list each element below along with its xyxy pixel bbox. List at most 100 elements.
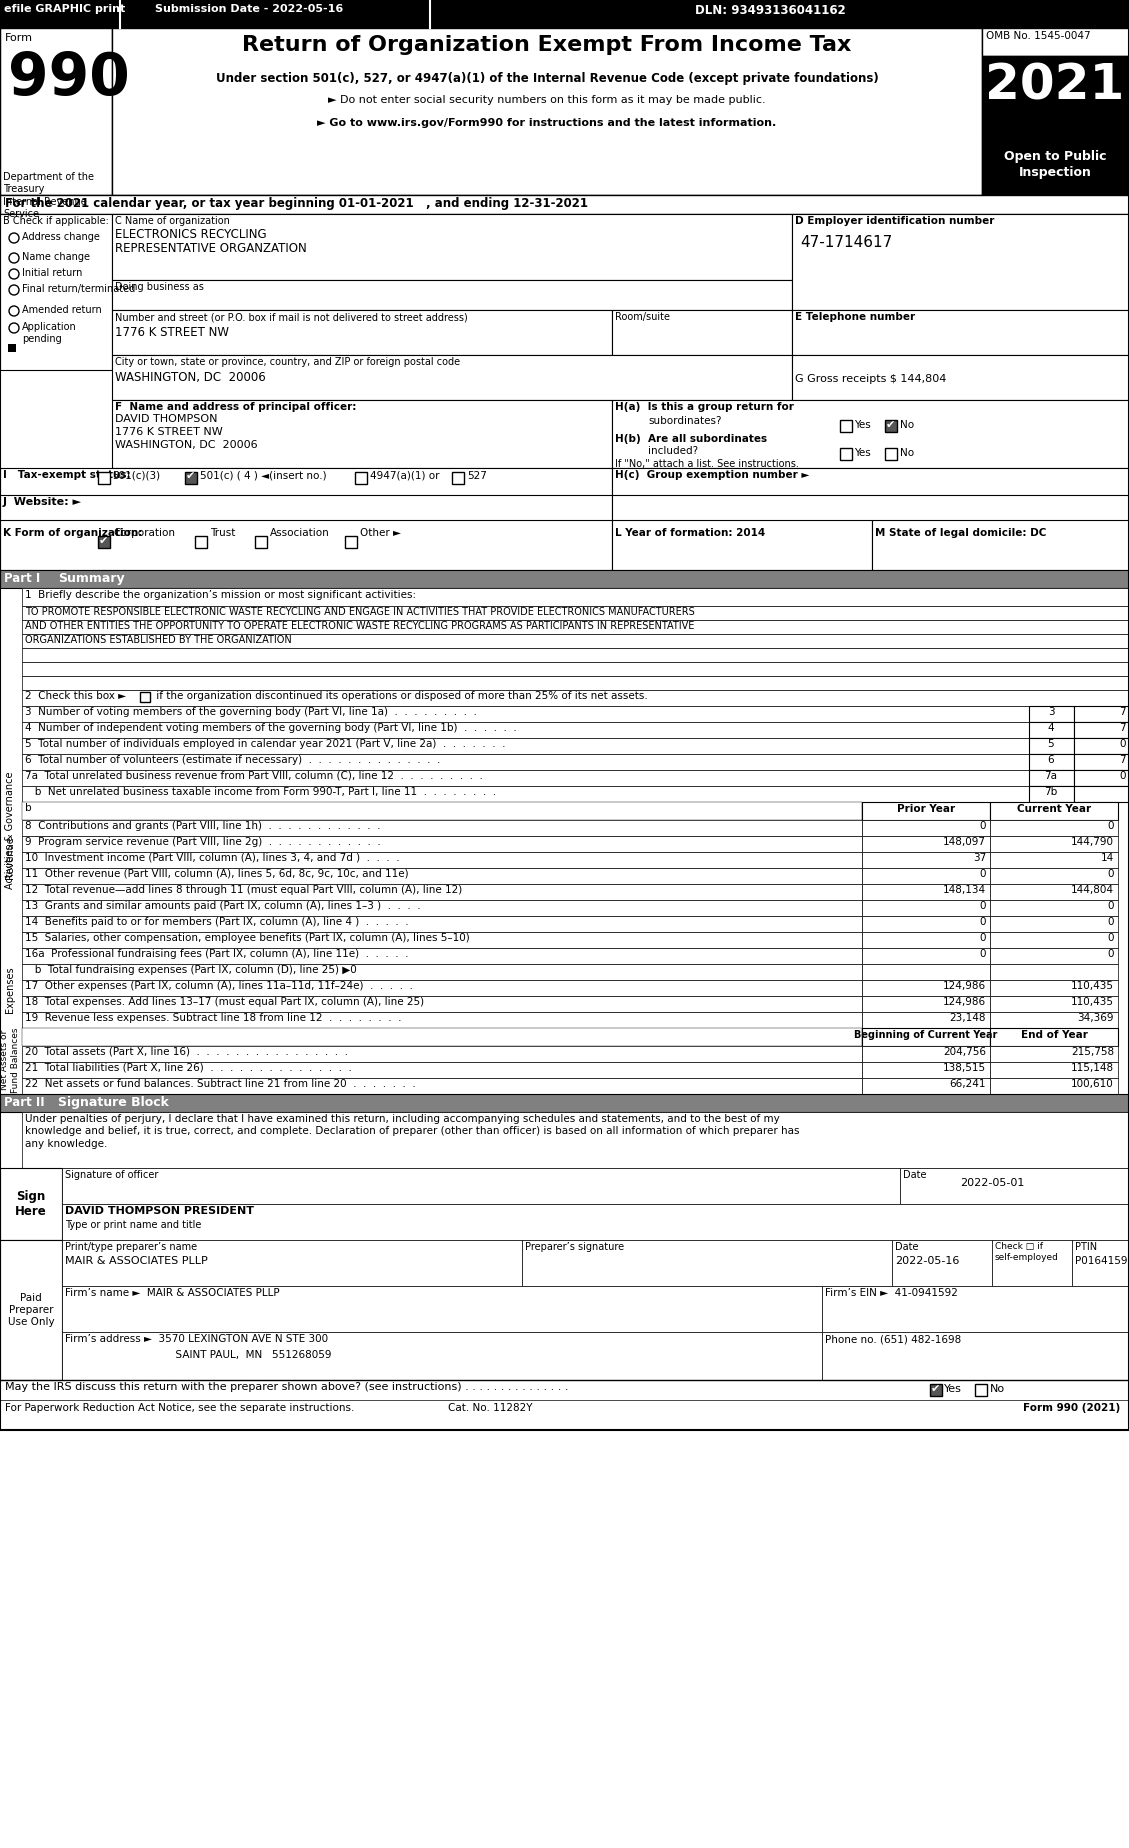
Text: C Name of organization: C Name of organization (115, 216, 230, 225)
Text: Cat. No. 11282Y: Cat. No. 11282Y (448, 1403, 532, 1414)
Text: 0: 0 (1108, 869, 1114, 880)
Text: 204,756: 204,756 (943, 1048, 986, 1057)
Text: 14  Benefits paid to or for members (Part IX, column (A), line 4 )  .  .  .  .  : 14 Benefits paid to or for members (Part… (25, 917, 409, 928)
Text: 13  Grants and similar amounts paid (Part IX, column (A), lines 1–3 )  .  .  .  : 13 Grants and similar amounts paid (Part… (25, 902, 421, 911)
Text: 12  Total revenue—add lines 8 through 11 (must equal Part VIII, column (A), line: 12 Total revenue—add lines 8 through 11 … (25, 885, 462, 894)
Text: 144,804: 144,804 (1071, 885, 1114, 894)
Text: ORGANIZATIONS ESTABLISHED BY THE ORGANIZATION: ORGANIZATIONS ESTABLISHED BY THE ORGANIZ… (25, 636, 291, 645)
Bar (98, 471, 110, 484)
Text: City or town, state or province, country, and ZIP or foreign postal code: City or town, state or province, country… (115, 357, 461, 368)
Bar (982, 28, 1129, 55)
Text: 16a  Professional fundraising fees (Part IX, column (A), line 11e)  .  .  .  .  : 16a Professional fundraising fees (Part … (25, 950, 409, 959)
Bar (990, 802, 1118, 821)
Text: Amended return: Amended return (21, 305, 102, 314)
Text: Final return/terminated: Final return/terminated (21, 285, 135, 294)
Text: H(a)  Is this a group return for: H(a) Is this a group return for (615, 403, 794, 412)
Bar (863, 1077, 990, 1094)
Text: 0: 0 (1108, 933, 1114, 942)
Text: 17  Other expenses (Part IX, column (A), lines 11a–11d, 11f–24e)  .  .  .  .  .: 17 Other expenses (Part IX, column (A), … (25, 981, 413, 991)
Text: 19  Revenue less expenses. Subtract line 18 from line 12  .  .  .  .  .  .  .  .: 19 Revenue less expenses. Subtract line … (25, 1013, 402, 1024)
Text: Signature of officer: Signature of officer (65, 1170, 158, 1181)
Bar (0, 1094, 1129, 1112)
Bar (885, 447, 898, 460)
Bar (863, 1063, 990, 1077)
Bar (990, 1063, 1118, 1077)
Text: Application
pending: Application pending (21, 322, 77, 344)
Bar (21, 948, 863, 965)
Text: 34,369: 34,369 (1077, 1013, 1114, 1024)
Bar (0, 1168, 62, 1240)
Text: 0: 0 (980, 917, 986, 928)
Text: Beginning of Current Year: Beginning of Current Year (855, 1029, 998, 1040)
Text: TO PROMOTE RESPONSIBLE ELECTRONIC WASTE RECYCLING AND ENGAGE IN ACTIVITIES THAT : TO PROMOTE RESPONSIBLE ELECTRONIC WASTE … (25, 606, 694, 617)
Bar (21, 883, 863, 900)
Bar (990, 1013, 1118, 1027)
Bar (863, 931, 990, 948)
Bar (255, 536, 266, 549)
Text: If "No," attach a list. See instructions.: If "No," attach a list. See instructions… (615, 458, 799, 469)
Bar (98, 536, 110, 549)
Bar (990, 1046, 1118, 1063)
Text: M State of legal domicile: DC: M State of legal domicile: DC (875, 529, 1047, 538)
Text: 4: 4 (1048, 723, 1054, 734)
Text: K Form of organization:: K Form of organization: (3, 529, 142, 538)
Bar (21, 852, 863, 869)
Bar (863, 965, 990, 979)
Bar (21, 869, 863, 883)
Text: Number and street (or P.O. box if mail is not delivered to street address): Number and street (or P.O. box if mail i… (115, 312, 467, 322)
Bar (0, 519, 612, 569)
Bar (900, 1168, 1129, 1205)
Bar (21, 606, 1129, 619)
Text: 0: 0 (1120, 771, 1126, 782)
Bar (1073, 1240, 1129, 1286)
Text: DAVID THOMPSON PRESIDENT: DAVID THOMPSON PRESIDENT (65, 1207, 254, 1216)
Text: Submission Date - 2022-05-16: Submission Date - 2022-05-16 (155, 4, 343, 15)
Text: 110,435: 110,435 (1071, 998, 1114, 1007)
Text: Preparer’s signature: Preparer’s signature (525, 1242, 624, 1251)
Bar (21, 1027, 863, 1046)
Bar (21, 689, 1129, 706)
Bar (990, 869, 1118, 883)
Bar (112, 214, 793, 281)
Text: 1  Briefly describe the organization’s mission or most significant activities:: 1 Briefly describe the organization’s mi… (25, 590, 417, 601)
Bar (21, 996, 863, 1013)
Bar (840, 447, 852, 460)
Bar (355, 471, 367, 484)
Bar (0, 1240, 62, 1380)
Text: ✔: ✔ (886, 419, 895, 431)
Text: 21  Total liabilities (Part X, line 26)  .  .  .  .  .  .  .  .  .  .  .  .  .  : 21 Total liabilities (Part X, line 26) .… (25, 1063, 352, 1074)
Text: I   Tax-exempt status:: I Tax-exempt status: (3, 469, 131, 480)
Text: May the IRS discuss this return with the preparer shown above? (see instructions: May the IRS discuss this return with the… (5, 1382, 569, 1392)
Bar (21, 979, 863, 996)
Bar (793, 310, 1129, 355)
Bar (990, 835, 1118, 852)
Text: Yes: Yes (854, 419, 870, 431)
Bar (1029, 771, 1074, 785)
Bar (1029, 737, 1074, 754)
Text: 2  Check this box ►: 2 Check this box ► (25, 691, 126, 700)
Bar (21, 1077, 863, 1094)
Text: SAINT PAUL,  MN   551268059: SAINT PAUL, MN 551268059 (65, 1351, 332, 1360)
Bar (1074, 771, 1129, 785)
Bar (863, 869, 990, 883)
Bar (863, 1013, 990, 1027)
Bar (21, 931, 863, 948)
Bar (612, 468, 1129, 495)
Bar (195, 536, 207, 549)
Text: 11  Other revenue (Part VIII, column (A), lines 5, 6d, 8c, 9c, 10c, and 11e): 11 Other revenue (Part VIII, column (A),… (25, 869, 409, 880)
Bar (1029, 706, 1074, 723)
Bar (863, 802, 990, 821)
Bar (1029, 754, 1074, 771)
Bar (0, 569, 1129, 588)
Text: F  Name and address of principal officer:: F Name and address of principal officer: (115, 403, 357, 412)
Bar (112, 281, 793, 310)
Text: Expenses: Expenses (5, 967, 15, 1013)
Bar (21, 754, 1029, 771)
Text: Current Year: Current Year (1017, 804, 1091, 813)
Bar (992, 1240, 1073, 1286)
Bar (0, 214, 112, 370)
Text: 2021: 2021 (986, 63, 1124, 111)
Bar (21, 900, 863, 917)
Text: 100,610: 100,610 (1071, 1079, 1114, 1088)
Text: 527: 527 (467, 471, 487, 480)
